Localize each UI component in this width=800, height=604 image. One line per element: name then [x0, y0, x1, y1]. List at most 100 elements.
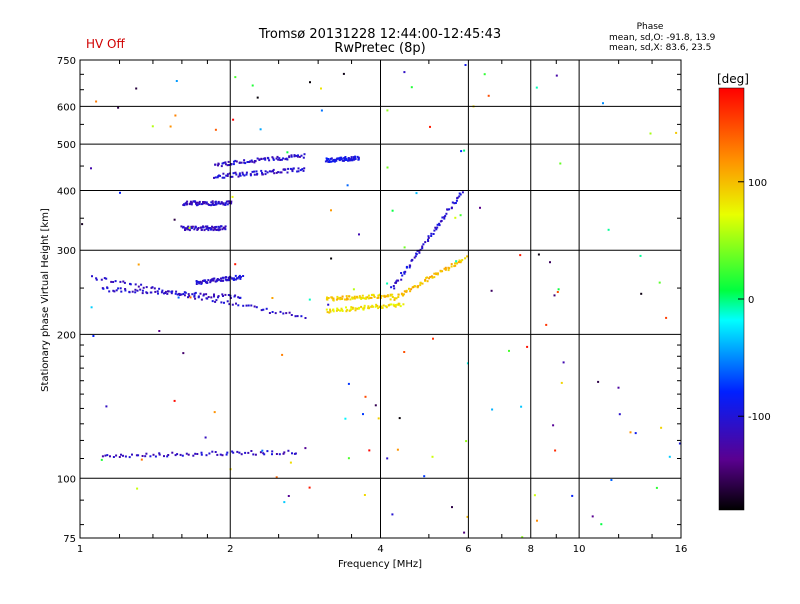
echo-point	[350, 157, 353, 160]
noise-point	[403, 351, 406, 353]
echo-point	[166, 455, 169, 458]
echo-point	[437, 272, 439, 275]
echo-point	[296, 315, 299, 318]
echo-point	[223, 176, 226, 179]
echo-point	[272, 170, 274, 172]
echo-point	[354, 158, 357, 160]
noise-point	[537, 253, 540, 256]
echo-point	[119, 280, 122, 283]
echo-point	[106, 287, 109, 290]
echo-point	[283, 168, 286, 171]
echo-point	[204, 225, 207, 228]
echo-point	[430, 232, 433, 235]
noise-point	[92, 335, 95, 337]
echo-point	[282, 157, 285, 160]
echo-point	[278, 157, 281, 160]
noise-point	[536, 519, 538, 522]
echo-point	[272, 157, 275, 160]
y-tick-labels: 75 100 200 300 400 500 600 750	[57, 56, 76, 545]
echo-point	[122, 280, 125, 283]
noise-point	[431, 455, 434, 458]
echo-point	[207, 279, 210, 282]
echo-point	[124, 455, 127, 458]
echo-point	[378, 293, 381, 296]
noise-point	[396, 448, 399, 451]
echo-point	[95, 278, 98, 281]
echo-point	[302, 169, 305, 172]
echo-point	[365, 296, 368, 299]
echo-point	[371, 304, 374, 307]
echo-point	[193, 294, 196, 297]
echo-point	[217, 295, 220, 298]
echo-point	[340, 307, 343, 310]
echo-point	[326, 159, 328, 162]
echo-point	[329, 309, 332, 312]
noise-point	[90, 306, 93, 309]
noise-point	[320, 109, 323, 112]
echo-point	[393, 287, 396, 290]
noise-point	[660, 426, 663, 429]
echo-point	[385, 306, 388, 309]
echo-point	[184, 291, 187, 294]
echo-point	[222, 172, 225, 175]
colorbar-tick-label: 100	[748, 178, 767, 189]
echo-point	[439, 270, 442, 273]
echo-point	[134, 288, 137, 291]
noise-point	[151, 125, 154, 128]
noise-point	[464, 64, 467, 66]
echo-point	[229, 297, 232, 299]
echo-point	[350, 156, 353, 159]
echo-point	[408, 264, 411, 267]
noise-point	[189, 296, 192, 299]
echo-point	[282, 452, 285, 455]
echo-point	[202, 201, 205, 203]
noise-point	[188, 226, 191, 229]
echo-point	[124, 288, 127, 290]
echo-point	[181, 454, 184, 457]
noise-point	[234, 76, 237, 79]
noise-point	[281, 353, 284, 356]
noise-point	[347, 382, 350, 385]
echo-point	[106, 454, 109, 457]
echo-point	[205, 454, 208, 457]
echo-point	[378, 306, 381, 308]
echo-point	[451, 201, 454, 204]
echo-point	[128, 291, 131, 294]
echo-point	[114, 280, 117, 283]
echo-point	[336, 297, 339, 300]
echo-point	[427, 235, 430, 238]
echo-point	[226, 200, 229, 203]
noise-point	[117, 106, 120, 109]
echo-point	[414, 255, 417, 258]
echo-point	[212, 229, 215, 232]
echo-point	[225, 279, 228, 282]
noise-point	[95, 100, 98, 103]
echo-point	[363, 304, 366, 307]
echo-point	[198, 282, 201, 285]
echo-point	[415, 253, 418, 256]
noise-point	[508, 349, 510, 352]
echo-point	[280, 158, 283, 161]
echo-point	[222, 203, 225, 206]
noise-point	[251, 84, 254, 87]
echo-point	[279, 310, 282, 313]
echo-point	[421, 247, 424, 250]
echo-point	[344, 298, 346, 301]
echo-point	[448, 267, 451, 270]
noise-point	[600, 523, 603, 526]
echo-point	[397, 279, 400, 282]
chart-subtitle: RwPretec (8p)	[334, 41, 426, 56]
echo-point	[413, 285, 416, 287]
echo-point	[279, 159, 282, 161]
echo-point	[302, 156, 305, 159]
echo-point	[291, 170, 294, 173]
echo-point	[350, 306, 353, 309]
echo-point	[283, 451, 286, 454]
echo-point	[227, 294, 230, 296]
echo-point	[393, 297, 396, 300]
echo-point	[140, 283, 143, 286]
phase-stats-x: mean, sd,X: 83.6, 23.5	[609, 43, 712, 53]
echo-point	[207, 296, 210, 298]
noise-point	[261, 449, 264, 452]
echo-point	[174, 454, 177, 457]
